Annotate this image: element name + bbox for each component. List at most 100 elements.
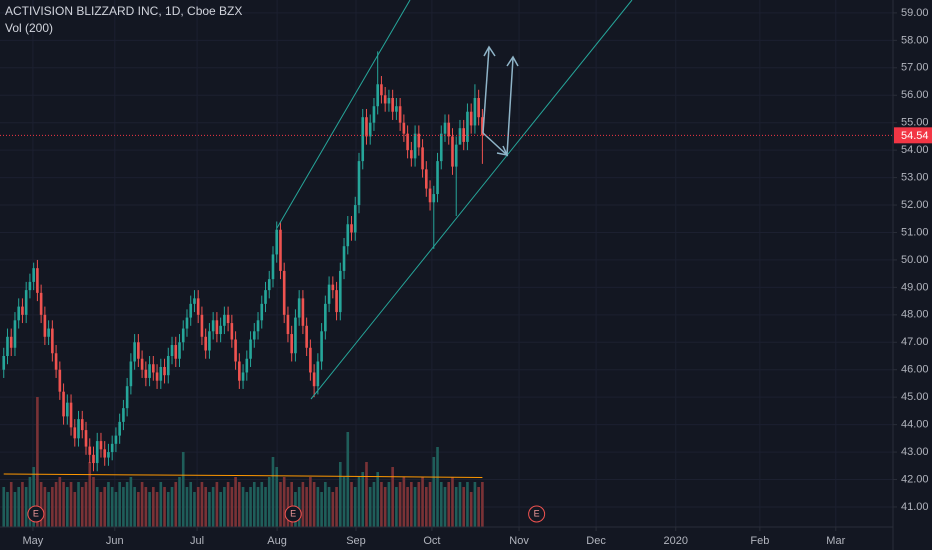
candle-body: [99, 441, 103, 450]
candle-body: [6, 336, 9, 356]
earnings-marker: [528, 505, 546, 523]
candles: [2, 51, 484, 472]
volume-bar: [62, 482, 65, 527]
earnings-label: E: [290, 508, 296, 518]
last-price-label: 54.54: [901, 130, 929, 142]
volume-bar: [13, 492, 17, 527]
candle-body: [462, 128, 466, 142]
volume-bar: [125, 482, 129, 527]
earnings-marker: [284, 505, 302, 523]
volume-bar: [144, 487, 148, 527]
volume-bar: [6, 492, 9, 527]
volume-bar: [152, 487, 155, 527]
candle-body: [181, 328, 185, 343]
y-tick-label: 47.00: [901, 336, 929, 348]
volume-bar: [129, 477, 133, 527]
volume-bar: [368, 487, 372, 527]
y-tick-label: 45.00: [901, 391, 929, 403]
volume-bar: [77, 482, 80, 527]
volume-bar: [245, 492, 249, 527]
candle-body: [406, 133, 409, 151]
candle-body: [24, 290, 28, 315]
candle-body: [301, 298, 305, 326]
candle-body: [443, 122, 447, 134]
volume-bar: [84, 482, 88, 527]
candle-body: [324, 303, 327, 332]
volume-bar: [477, 487, 480, 527]
candle-body: [249, 339, 252, 359]
candle-body: [439, 133, 443, 162]
candle-body: [331, 284, 335, 291]
candle-body: [178, 342, 181, 359]
volume-bar: [211, 487, 215, 527]
candle-body: [267, 279, 271, 291]
candle-body: [316, 361, 320, 387]
x-tick-label: 2020: [663, 535, 687, 547]
volume-bar: [447, 482, 451, 527]
candle-body: [144, 369, 148, 378]
volume-bar: [421, 477, 424, 527]
candle-body: [241, 372, 245, 381]
volume-bar: [361, 472, 365, 527]
candle-body: [114, 435, 118, 444]
volume-ma-line: [3, 473, 483, 478]
candle-body: [166, 355, 170, 376]
candle-body: [174, 345, 178, 359]
volume-bar: [204, 487, 207, 527]
volume-bar: [99, 492, 103, 527]
candle-body: [80, 419, 84, 431]
earnings-label: E: [534, 508, 540, 518]
volume-bar: [9, 482, 13, 527]
candle-body: [365, 117, 368, 137]
volume-bar: [380, 482, 383, 527]
volume-bar: [436, 447, 439, 527]
candle-body: [447, 122, 451, 137]
candle-body: [69, 402, 73, 428]
arrow-head: [496, 145, 509, 157]
volume-bar: [2, 487, 6, 527]
volume-bar: [230, 487, 234, 527]
volume-bar: [200, 482, 204, 527]
candle-body: [219, 325, 222, 335]
volume-bar: [406, 487, 409, 527]
candle-body: [282, 270, 286, 315]
x-tick-label: May: [23, 535, 44, 547]
volume-bar: [54, 482, 58, 527]
candle-body: [204, 336, 207, 351]
candle-body: [234, 339, 237, 362]
channel-line: [310, 0, 633, 400]
volume-bar: [39, 482, 43, 527]
y-tick-label: 59.00: [901, 7, 929, 19]
y-tick-label: 56.00: [901, 89, 929, 101]
candle-body: [346, 224, 350, 247]
candle-body: [47, 328, 50, 337]
candle-body: [353, 205, 357, 233]
candle-body: [170, 345, 174, 356]
volume-bar: [346, 432, 350, 527]
candle-body: [66, 402, 69, 417]
candle-body: [200, 314, 204, 337]
volume-bar: [350, 482, 353, 527]
candle-body: [21, 306, 24, 315]
x-tick-label: Mar: [826, 535, 845, 547]
candle-body: [417, 133, 421, 148]
candle-body: [391, 97, 394, 112]
volume-bar: [219, 492, 222, 527]
volume-bar: [215, 482, 219, 527]
y-tick-label: 50.00: [901, 254, 929, 266]
volume-bar: [92, 477, 95, 527]
volume-bar: [178, 477, 181, 527]
candle-body: [387, 97, 391, 104]
candle-body: [122, 408, 125, 422]
candle-body: [256, 320, 260, 332]
x-tick-label: Jun: [106, 535, 124, 547]
candle-body: [297, 298, 301, 318]
candle-body: [428, 188, 432, 203]
candle-body: [451, 136, 454, 167]
candle-body: [51, 328, 54, 354]
arrow-head: [483, 45, 496, 57]
volume-bar: [47, 492, 50, 527]
volume-indicator-label: Vol (200): [5, 21, 53, 35]
volume-bar: [462, 487, 466, 527]
candle-body: [230, 323, 234, 340]
